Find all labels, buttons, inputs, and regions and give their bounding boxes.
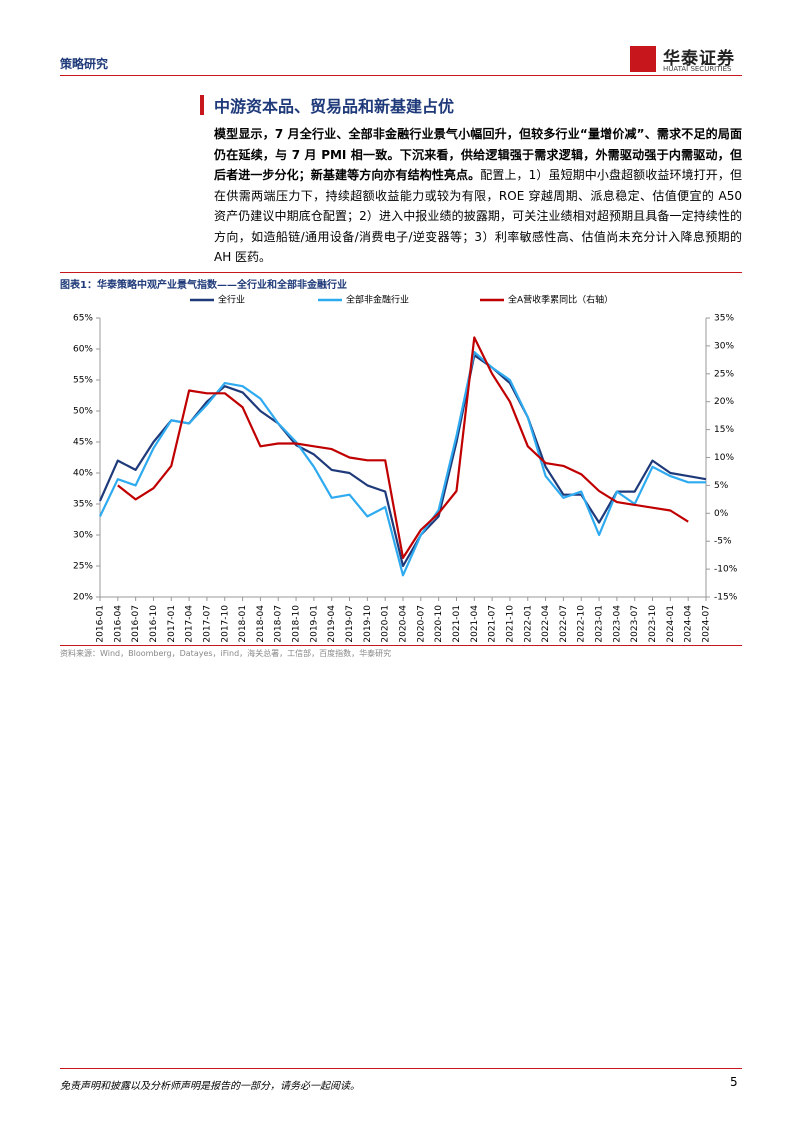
x-tick-label: 2023-07 bbox=[630, 605, 640, 642]
x-tick-label: 2020-01 bbox=[381, 605, 391, 642]
series-line bbox=[98, 354, 707, 568]
figure-label: 图表1： bbox=[60, 280, 97, 291]
x-tick-label: 2024-04 bbox=[684, 605, 694, 642]
x-tick-label: 2017-01 bbox=[167, 605, 177, 642]
x-tick-label: 2018-10 bbox=[292, 605, 302, 642]
y-tick-label: 35% bbox=[73, 500, 93, 510]
y-tick-label: 40% bbox=[73, 469, 93, 479]
y2-tick-label: 15% bbox=[714, 425, 734, 435]
y2-tick-label: -15% bbox=[714, 593, 738, 603]
x-tick-label: 2019-07 bbox=[345, 605, 355, 642]
header-rule bbox=[60, 75, 742, 76]
y2-tick-label: -10% bbox=[714, 565, 738, 575]
x-tick-label: 2017-07 bbox=[202, 605, 212, 642]
paragraph-text: 配置上，1）虽短期中小盘超额收益环境打开，但在供需两端压力下，持续超额收益能力或… bbox=[214, 168, 742, 264]
series-line bbox=[117, 336, 689, 559]
y-tick-label: 50% bbox=[73, 407, 93, 417]
x-tick-label: 2021-04 bbox=[470, 605, 480, 642]
y2-tick-label: -5% bbox=[714, 537, 732, 547]
y-tick-label: 65% bbox=[73, 314, 93, 324]
paragraph-bold: 模型显示，7 月全行业、全部非金融行业景气小幅回升，但较多行业“量增价减”、需求… bbox=[214, 127, 742, 182]
y2-tick-label: 20% bbox=[714, 397, 734, 407]
caption-rule bbox=[60, 272, 742, 273]
y2-tick-label: 5% bbox=[714, 481, 729, 491]
x-tick-label: 2021-10 bbox=[505, 605, 515, 642]
y2-tick-label: 35% bbox=[714, 314, 734, 324]
x-tick-label: 2018-04 bbox=[256, 605, 266, 642]
x-tick-label: 2019-04 bbox=[327, 605, 337, 642]
title-bar bbox=[200, 95, 204, 115]
logo-subtext: HUATAI SECURITIES bbox=[663, 65, 732, 73]
x-tick-label: 2024-01 bbox=[666, 605, 676, 642]
x-tick-label: 2019-10 bbox=[363, 605, 373, 642]
x-tick-label: 2019-01 bbox=[309, 605, 319, 642]
y2-tick-label: 0% bbox=[714, 509, 729, 519]
legend-label: 全A营收季累同比（右轴） bbox=[508, 294, 613, 306]
x-tick-label: 2023-01 bbox=[595, 605, 605, 642]
y-tick-label: 55% bbox=[73, 376, 93, 386]
series-line bbox=[99, 351, 706, 577]
x-tick-label: 2022-10 bbox=[577, 605, 587, 642]
x-tick-label: 2022-07 bbox=[559, 605, 569, 642]
x-tick-label: 2016-04 bbox=[113, 605, 123, 642]
x-tick-label: 2016-07 bbox=[131, 605, 141, 642]
legend-label: 全部非金融行业 bbox=[346, 294, 409, 306]
y2-tick-label: 10% bbox=[714, 453, 734, 463]
y-tick-label: 60% bbox=[73, 345, 93, 355]
logo-text: 华泰证券 bbox=[663, 49, 735, 69]
x-tick-label: 2023-04 bbox=[612, 605, 622, 642]
logo-icon bbox=[630, 46, 656, 72]
x-tick-label: 2020-04 bbox=[399, 605, 409, 642]
x-tick-label: 2021-07 bbox=[488, 605, 498, 642]
y2-tick-label: 30% bbox=[714, 341, 734, 351]
x-tick-label: 2020-10 bbox=[434, 605, 444, 642]
x-tick-label: 2018-01 bbox=[238, 605, 248, 642]
figure-title: 华泰策略中观产业景气指数——全行业和全部非金融行业 bbox=[96, 280, 347, 291]
y-tick-label: 25% bbox=[73, 562, 93, 572]
source-rule bbox=[60, 645, 742, 646]
x-tick-label: 2020-07 bbox=[416, 605, 426, 642]
x-tick-label: 2017-04 bbox=[185, 605, 195, 642]
y-tick-label: 30% bbox=[73, 531, 93, 541]
section-title: 中游资本品、贸易品和新基建占优 bbox=[214, 97, 455, 116]
figure-caption: 图表1：华泰策略中观产业景气指数——全行业和全部非金融行业 bbox=[60, 276, 347, 291]
x-tick-label: 2022-04 bbox=[541, 605, 551, 642]
header-section: 策略研究 bbox=[60, 57, 109, 71]
x-tick-label: 2024-07 bbox=[702, 605, 712, 642]
chart: 20% 25% 30% 35% 40% 45% 50% 55% 60% 65% -15% -10% -5… bbox=[73, 294, 738, 643]
footer-disclaimer: 免责声明和披露以及分析师声明是报告的一部分，请务必一起阅读。 bbox=[60, 1081, 360, 1092]
footer-rule bbox=[60, 1068, 742, 1069]
x-tick-label: 2016-10 bbox=[149, 605, 159, 642]
x-tick-label: 2018-07 bbox=[274, 605, 284, 642]
x-tick-label: 2022-01 bbox=[523, 605, 533, 642]
x-tick-label: 2023-10 bbox=[648, 605, 658, 642]
x-tick-label: 2021-01 bbox=[452, 605, 462, 642]
y2-tick-label: 25% bbox=[714, 369, 734, 379]
legend-label: 全行业 bbox=[218, 294, 245, 306]
x-tick-label: 2017-10 bbox=[220, 605, 230, 642]
x-tick-label: 2016-01 bbox=[96, 605, 106, 642]
figure-source: 资料来源：Wind，Bloomberg，Datayes，iFind，海关总署，工… bbox=[60, 649, 392, 658]
y-tick-label: 20% bbox=[73, 593, 93, 603]
y-tick-label: 45% bbox=[73, 438, 93, 448]
page-number: 5 bbox=[730, 1075, 738, 1089]
paragraph: 模型显示，7 月全行业、全部非金融行业景气小幅回升，但较多行业“量增价减”、需求… bbox=[214, 124, 742, 268]
